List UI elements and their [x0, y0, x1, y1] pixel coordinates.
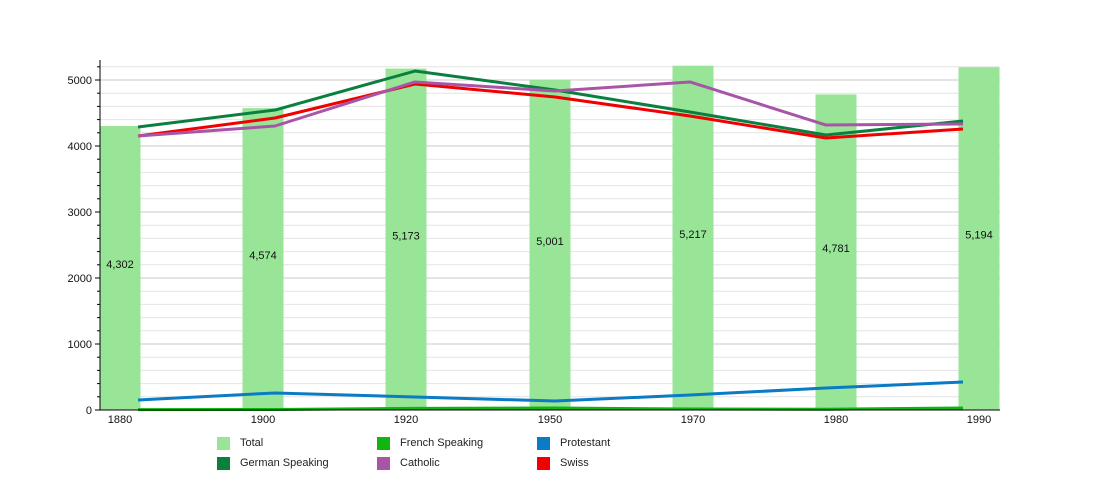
legend-label: French Speaking [400, 437, 484, 449]
legend-item: Total [217, 436, 263, 450]
x-tick-label: 1990 [967, 414, 991, 426]
legend-label: Swiss [560, 457, 589, 469]
legend-item: German Speaking [217, 456, 329, 470]
bar-data-label: 4,574 [249, 250, 277, 262]
line-french-speaking [137, 406, 964, 412]
bar-total-1880 [99, 126, 141, 411]
bar-total-1920 [385, 68, 427, 410]
bar-total-1980 [815, 94, 857, 410]
bar-total-1970 [672, 65, 714, 410]
y-tick-label: 1000 [68, 339, 92, 351]
bar-total-1950 [529, 79, 571, 411]
line-catholic [137, 80, 964, 138]
y-tick-label: 2000 [68, 273, 92, 285]
x-tick-label: 1950 [538, 414, 562, 426]
line-swiss [137, 82, 964, 140]
y-tick-label: 3000 [68, 207, 92, 219]
x-tick-label: 1900 [251, 414, 275, 426]
legend-label: Protestant [560, 437, 611, 449]
bar-total-1900 [242, 108, 284, 410]
legend-label: German Speaking [240, 457, 329, 469]
bar-data-label: 5,194 [965, 230, 993, 242]
x-tick-label: 1880 [108, 414, 132, 426]
x-tick-label: 1970 [681, 414, 705, 426]
legend-swatch [537, 436, 550, 450]
legend-swatch [377, 436, 390, 450]
bar-data-label: 5,217 [679, 229, 707, 241]
legend-swatch [217, 436, 230, 450]
x-tick-label: 1980 [824, 414, 848, 426]
bar-data-label: 5,173 [392, 230, 420, 242]
y-tick-label: 4000 [68, 141, 92, 153]
y-tick-label: 0 [86, 405, 92, 417]
y-tick-label: 5000 [68, 75, 92, 87]
legend-item: French Speaking [377, 436, 483, 450]
legend-swatch [377, 456, 390, 470]
legend-item: Protestant [537, 436, 610, 450]
legend-item: Catholic [377, 456, 440, 470]
bar-data-label: 4,781 [822, 243, 850, 255]
legend-swatch [217, 456, 230, 470]
legend-item: Swiss [537, 456, 589, 470]
bar-data-label: 4,302 [106, 259, 134, 271]
bar-total-1990 [958, 67, 1000, 411]
x-tick-label: 1920 [394, 414, 418, 426]
line-protestant [137, 380, 964, 403]
legend-label: Catholic [400, 457, 440, 469]
bar-data-label: 5,001 [536, 236, 564, 248]
legend-swatch [537, 456, 550, 470]
legend-label: Total [240, 437, 264, 449]
